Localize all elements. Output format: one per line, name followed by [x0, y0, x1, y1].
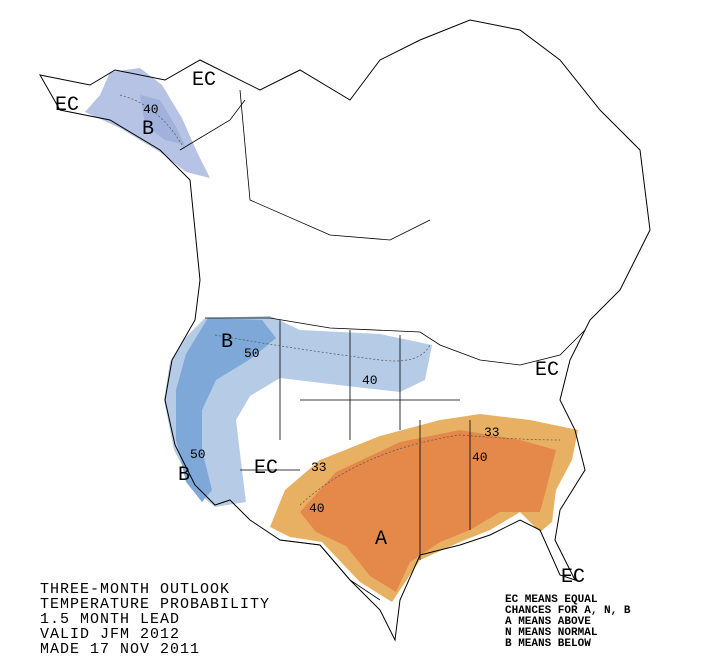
- title-line: TEMPERATURE PROBABILITY: [40, 596, 270, 613]
- legend-line: B MEANS BELOW: [505, 638, 591, 650]
- map-label: 40: [472, 450, 488, 465]
- us-canada-border: [205, 317, 586, 366]
- above-region: [300, 430, 556, 592]
- legend-line: A MEANS ABOVE: [505, 616, 591, 628]
- title-line: 1.5 MONTH LEAD: [40, 611, 180, 628]
- map-label: B: [142, 118, 154, 141]
- coastline: [39, 19, 651, 642]
- map-label: EC: [254, 457, 278, 480]
- below-region: [140, 95, 185, 145]
- alaska-border: [179, 99, 246, 151]
- map-label: 33: [311, 460, 327, 475]
- map-label: 50: [190, 447, 206, 462]
- legend-line: CHANCES FOR A, N, B: [505, 605, 631, 617]
- contours: [119, 94, 561, 506]
- map-label: 33: [484, 425, 500, 440]
- contour: [299, 434, 561, 506]
- contour: [214, 334, 431, 362]
- legend: EC MEANS EQUAL CHANCES FOR A, N, B A MEA…: [505, 594, 631, 650]
- legend-line: EC MEANS EQUAL: [505, 594, 598, 606]
- map-label: EC: [55, 94, 79, 117]
- map-label: 40: [143, 102, 159, 117]
- shading: [85, 68, 578, 602]
- map-label: EC: [535, 359, 559, 382]
- map-label: 50: [244, 346, 260, 361]
- map-label: EC: [561, 566, 585, 589]
- title-line: THREE-MONTH OUTLOOK: [40, 581, 230, 598]
- state-borders: [240, 320, 471, 560]
- contour: [119, 94, 186, 151]
- title-line: MADE 17 NOV 2011: [40, 641, 200, 658]
- map-label: B: [178, 464, 190, 487]
- legend-line: N MEANS NORMAL: [505, 627, 598, 639]
- mexico-border: [279, 539, 381, 601]
- title-line: VALID JFM 2012: [40, 626, 180, 643]
- map-label: B: [221, 331, 233, 354]
- map-label: A: [375, 528, 387, 551]
- province-border: [239, 89, 431, 241]
- map-labels: EC EC 40 B B 50 40 EC 50 B EC 33 40 A 33…: [55, 69, 585, 589]
- map-label: 40: [362, 373, 378, 388]
- geography: [39, 19, 651, 642]
- map-label: EC: [192, 69, 216, 92]
- map-label: 40: [309, 501, 325, 516]
- below-region: [176, 318, 276, 502]
- title-block: THREE-MONTH OUTLOOK TEMPERATURE PROBABIL…: [40, 581, 270, 658]
